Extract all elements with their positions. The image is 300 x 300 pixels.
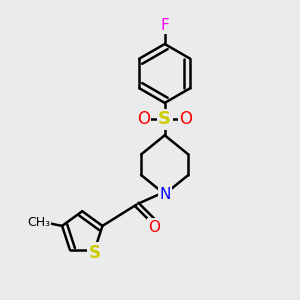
Text: N: N bbox=[159, 187, 170, 202]
Text: F: F bbox=[160, 18, 169, 33]
Text: S: S bbox=[89, 244, 101, 262]
Text: CH₃: CH₃ bbox=[27, 216, 50, 230]
Text: S: S bbox=[158, 110, 171, 128]
Text: O: O bbox=[148, 220, 160, 235]
Text: O: O bbox=[179, 110, 192, 128]
Text: O: O bbox=[137, 110, 150, 128]
